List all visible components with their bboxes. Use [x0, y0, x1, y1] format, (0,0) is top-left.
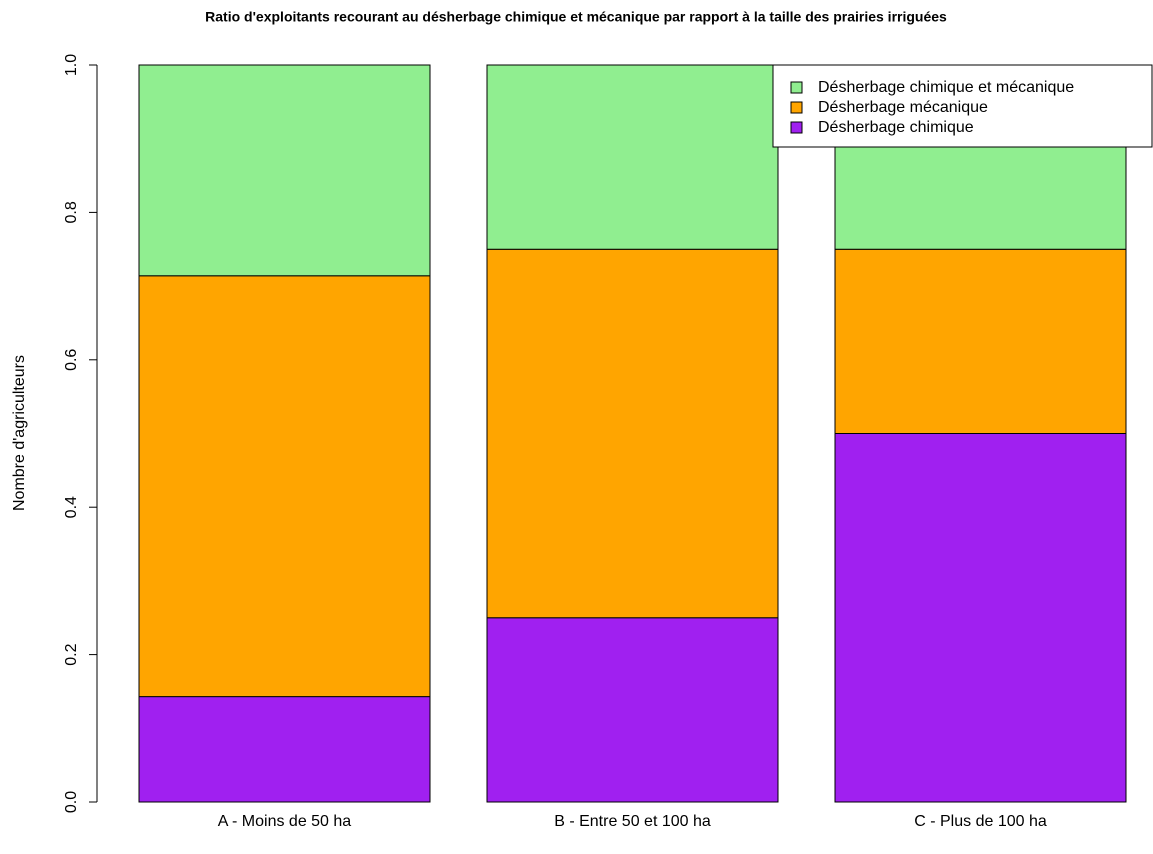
legend-box [772, 64, 1153, 148]
bar-segment [486, 617, 779, 803]
bar-segment [138, 64, 431, 277]
x-tick-label: A - Moins de 50 ha [218, 813, 352, 830]
legend-swatch [790, 121, 803, 134]
legend-label: Désherbage chimique et mécanique [818, 79, 1074, 96]
bar-segment [834, 248, 1127, 434]
chart-title: Ratio d'exploitants recourant au désherb… [205, 9, 947, 25]
y-tick-label: 0.6 [63, 349, 80, 371]
bar-segment [486, 64, 779, 250]
legend-label: Désherbage chimique [818, 119, 974, 136]
y-tick-label: 0.0 [63, 791, 80, 813]
bar-segment [486, 248, 779, 619]
legend-swatch [790, 81, 803, 94]
bar-segment [834, 433, 1127, 803]
y-axis-label: Nombre d'agriculteurs [11, 355, 28, 511]
bar-segment [138, 696, 431, 803]
legend-label: Désherbage mécanique [818, 99, 988, 116]
bar-segment [138, 275, 431, 698]
y-tick-label: 1.0 [63, 54, 80, 76]
x-tick-label: B - Entre 50 et 100 ha [554, 813, 711, 830]
x-tick-label: C - Plus de 100 ha [914, 813, 1047, 830]
legend-swatch [790, 101, 803, 114]
y-tick-label: 0.8 [63, 201, 80, 223]
y-tick-label: 0.2 [63, 643, 80, 665]
y-tick-label: 0.4 [63, 496, 80, 518]
